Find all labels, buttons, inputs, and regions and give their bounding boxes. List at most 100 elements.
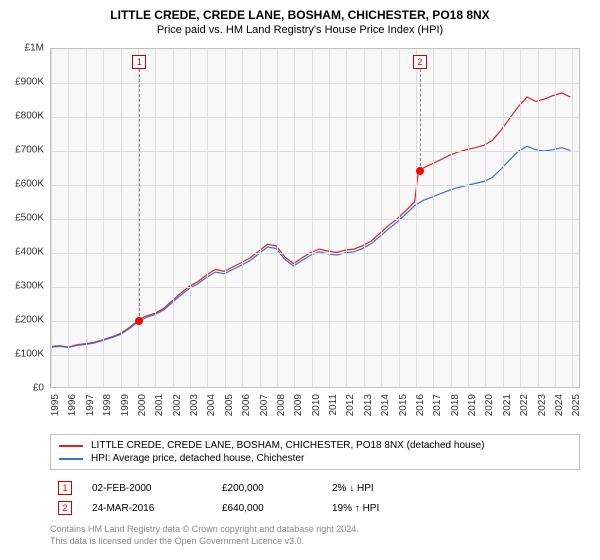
y-tick-label: £0 — [33, 383, 44, 394]
gridline-v — [173, 49, 174, 387]
x-tick-label: 2013 — [363, 394, 374, 416]
x-tick-label: 2010 — [311, 394, 322, 416]
event-price-2: £640,000 — [222, 503, 312, 514]
gridline-h — [51, 117, 579, 118]
y-tick-label: £100K — [15, 349, 44, 360]
gridline-h — [51, 185, 579, 186]
legend-swatch-hpi — [59, 458, 83, 460]
marker-line-1 — [139, 69, 140, 321]
gridline-v — [433, 49, 434, 387]
x-tick-label: 2023 — [537, 394, 548, 416]
gridline-v — [485, 49, 486, 387]
gridline-v — [51, 49, 52, 387]
gridline-h — [51, 253, 579, 254]
footer-line-2: This data is licensed under the Open Gov… — [50, 536, 580, 548]
x-tick-label: 2017 — [432, 394, 443, 416]
x-tick-label: 2009 — [293, 394, 304, 416]
event-pct-1: 2% ↓ HPI — [332, 483, 432, 494]
chart-lines-svg — [51, 49, 579, 387]
legend-item-hpi: HPI: Average price, detached house, Chic… — [59, 452, 571, 465]
gridline-v — [572, 49, 573, 387]
event-date-1: 02-FEB-2000 — [92, 483, 202, 494]
gridline-v — [520, 49, 521, 387]
gridline-v — [503, 49, 504, 387]
marker-dot-1 — [135, 317, 143, 325]
gridline-v — [555, 49, 556, 387]
y-tick-label: £600K — [15, 179, 44, 190]
gridline-h — [51, 219, 579, 220]
x-tick-label: 1995 — [50, 394, 61, 416]
gridline-v — [207, 49, 208, 387]
event-marker-2: 2 — [58, 501, 72, 515]
gridline-v — [121, 49, 122, 387]
x-tick-label: 2024 — [554, 394, 565, 416]
gridline-v — [294, 49, 295, 387]
gridline-v — [190, 49, 191, 387]
gridline-v — [260, 49, 261, 387]
y-tick-label: £1M — [25, 43, 44, 54]
chart-subtitle: Price paid vs. HM Land Registry's House … — [0, 22, 600, 40]
footer-attribution: Contains HM Land Registry data © Crown c… — [50, 524, 580, 547]
x-tick-label: 2012 — [345, 394, 356, 416]
x-tick-label: 1998 — [102, 394, 113, 416]
gridline-h — [51, 321, 579, 322]
x-tick-label: 2014 — [380, 394, 391, 416]
gridline-v — [86, 49, 87, 387]
x-tick-label: 2021 — [502, 394, 513, 416]
marker-dot-2 — [416, 167, 424, 175]
gridline-v — [68, 49, 69, 387]
gridline-v — [329, 49, 330, 387]
legend-label-property: LITTLE CREDE, CREDE LANE, BOSHAM, CHICHE… — [91, 440, 484, 451]
x-tick-label: 2020 — [484, 394, 495, 416]
legend-swatch-property — [59, 445, 83, 447]
x-tick-label: 2003 — [189, 394, 200, 416]
events-box: 1 02-FEB-2000 £200,000 2% ↓ HPI 2 24-MAR… — [50, 478, 580, 518]
chart-plot-area: 12 — [50, 48, 580, 388]
gridline-v — [538, 49, 539, 387]
gridline-v — [381, 49, 382, 387]
gridline-v — [399, 49, 400, 387]
chart-title: LITTLE CREDE, CREDE LANE, BOSHAM, CHICHE… — [0, 0, 600, 22]
event-marker-1: 1 — [58, 481, 72, 495]
marker-line-2 — [420, 69, 421, 171]
x-tick-label: 2000 — [137, 394, 148, 416]
x-tick-label: 2011 — [328, 394, 339, 416]
gridline-v — [103, 49, 104, 387]
gridline-v — [416, 49, 417, 387]
x-tick-label: 2025 — [571, 394, 582, 416]
x-tick-label: 2001 — [154, 394, 165, 416]
x-tick-label: 1996 — [67, 394, 78, 416]
y-tick-label: £200K — [15, 315, 44, 326]
y-axis-ticks: £0£100K£200K£300K£400K£500K£600K£700K£80… — [0, 48, 48, 388]
chart-container: LITTLE CREDE, CREDE LANE, BOSHAM, CHICHE… — [0, 0, 600, 560]
x-axis-ticks: 1995199619971998199920002001200220032004… — [50, 390, 580, 440]
gridline-h — [51, 355, 579, 356]
y-tick-label: £300K — [15, 281, 44, 292]
gridline-h — [51, 83, 579, 84]
gridline-v — [242, 49, 243, 387]
x-tick-label: 2019 — [467, 394, 478, 416]
event-price-1: £200,000 — [222, 483, 312, 494]
y-tick-label: £900K — [15, 77, 44, 88]
gridline-v — [451, 49, 452, 387]
legend-item-property: LITTLE CREDE, CREDE LANE, BOSHAM, CHICHE… — [59, 439, 571, 452]
x-tick-label: 2002 — [172, 394, 183, 416]
x-tick-label: 2015 — [398, 394, 409, 416]
legend-label-hpi: HPI: Average price, detached house, Chic… — [91, 453, 304, 464]
gridline-v — [312, 49, 313, 387]
y-tick-label: £700K — [15, 145, 44, 156]
y-tick-label: £500K — [15, 213, 44, 224]
footer-line-1: Contains HM Land Registry data © Crown c… — [50, 524, 580, 536]
x-tick-label: 2005 — [224, 394, 235, 416]
event-row-1: 1 02-FEB-2000 £200,000 2% ↓ HPI — [50, 478, 580, 498]
legend-box: LITTLE CREDE, CREDE LANE, BOSHAM, CHICHE… — [50, 434, 580, 470]
gridline-v — [155, 49, 156, 387]
event-row-2: 2 24-MAR-2016 £640,000 19% ↑ HPI — [50, 498, 580, 518]
gridline-h — [51, 287, 579, 288]
x-tick-label: 2004 — [206, 394, 217, 416]
x-tick-label: 2008 — [276, 394, 287, 416]
marker-box-2: 2 — [413, 55, 427, 69]
x-tick-label: 2006 — [241, 394, 252, 416]
y-tick-label: £800K — [15, 111, 44, 122]
event-pct-2: 19% ↑ HPI — [332, 503, 432, 514]
